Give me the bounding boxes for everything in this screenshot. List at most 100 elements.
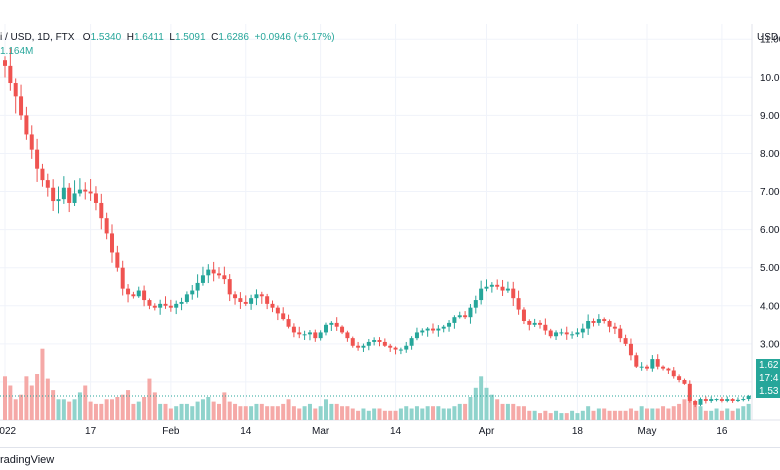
candle-body	[158, 303, 163, 308]
volume-bar	[115, 397, 120, 420]
volume-bar	[211, 401, 216, 420]
legend-close-label: C	[211, 32, 219, 43]
candle-body	[67, 187, 72, 203]
y-tick-label: 5.000	[760, 263, 780, 274]
candles	[3, 47, 751, 408]
volume-bar	[195, 401, 200, 420]
legend-high-label: H	[126, 32, 134, 43]
time-axis[interactable]: 2022 17 Feb 14 Mar 14 Apr 18 May 16	[0, 426, 728, 437]
candle-body	[211, 269, 216, 274]
volume-bar	[393, 410, 398, 420]
volume-bar	[607, 410, 612, 420]
candle-body	[612, 326, 617, 329]
candle-body	[479, 288, 484, 301]
volume-bar	[324, 399, 328, 420]
candle-body	[72, 193, 77, 203]
volume-bar	[500, 403, 505, 420]
volume-bar	[554, 410, 559, 420]
candle-body	[628, 343, 633, 356]
candle-body	[83, 189, 88, 192]
volume-bar	[77, 392, 82, 420]
candle-body	[404, 345, 409, 350]
candle-body	[618, 328, 623, 339]
candle-body	[564, 332, 569, 335]
volume-bar	[249, 406, 254, 420]
volume-bar	[313, 408, 318, 420]
volume-bar	[655, 408, 660, 420]
candle-body	[623, 338, 628, 344]
volume-bar	[163, 403, 168, 420]
volume-bar	[61, 399, 66, 420]
candle-body	[677, 376, 682, 381]
tradingview-brand[interactable]: radingView	[0, 454, 55, 466]
candle-body	[538, 322, 542, 325]
candle-body	[136, 290, 141, 297]
candle-body	[99, 202, 104, 219]
volume-bar	[83, 385, 88, 420]
candle-body	[495, 284, 500, 287]
volume-bar	[72, 399, 77, 420]
candle-body	[468, 307, 473, 318]
volume-bar	[184, 403, 189, 420]
volume-bar	[174, 406, 179, 420]
candle-body	[366, 341, 371, 346]
volume-bar	[645, 408, 649, 420]
x-tick-label: 18	[572, 426, 584, 437]
volume-bar	[548, 413, 553, 420]
volume-bar	[628, 408, 633, 420]
volume-bar	[104, 399, 109, 420]
candle-body	[104, 218, 109, 234]
volume-bar	[24, 376, 29, 420]
candle-body	[249, 298, 254, 304]
candle-body	[575, 332, 580, 335]
candle-body	[505, 288, 510, 291]
volume-bar	[377, 408, 382, 420]
volume-bar	[19, 394, 24, 420]
candle-body	[233, 294, 238, 299]
candle-body	[527, 321, 532, 325]
volume-bar	[489, 394, 494, 420]
volume-bar	[484, 387, 489, 420]
candle-body	[693, 400, 698, 405]
volume-bar	[452, 406, 457, 420]
candle-body	[639, 366, 644, 368]
candle-body	[190, 290, 195, 295]
volume-bar	[570, 410, 575, 420]
volume-bar	[222, 392, 227, 420]
volume-bar	[741, 406, 746, 420]
legend-volume: 1.164M	[0, 46, 34, 57]
candle-body	[741, 399, 746, 401]
price-axis[interactable]: 11.00 10.00 9.000 8.000 7.000 6.000 5.000 4.000…	[760, 35, 780, 389]
candle-body	[61, 187, 66, 200]
volume-bar	[682, 399, 687, 420]
volume-bars	[3, 348, 751, 420]
candle-body	[291, 326, 296, 333]
volume-bar	[45, 378, 50, 420]
volume-bar	[612, 410, 617, 420]
volume-bar	[238, 406, 243, 420]
candle-body	[93, 193, 98, 203]
volume-bar	[259, 403, 264, 420]
candle-body	[275, 307, 280, 314]
candle-body	[265, 296, 270, 304]
volume-bar	[318, 406, 323, 420]
countdown-tag: 17:4	[756, 372, 780, 385]
candle-body	[217, 273, 221, 276]
candle-body	[179, 301, 184, 304]
legend-symbol[interactable]: i / USD, 1D, FTX	[0, 32, 75, 43]
candle-body	[511, 288, 516, 299]
candle-body	[13, 83, 18, 97]
volume-bar	[136, 401, 141, 420]
price-chart[interactable]: 11.00 10.00 9.000 8.000 7.000 6.000 5.000 4.000…	[0, 0, 780, 447]
volume-bar	[703, 410, 708, 420]
candle-body	[532, 322, 537, 325]
candle-body	[222, 275, 227, 280]
candle-body	[40, 168, 45, 181]
volume-bar	[431, 406, 435, 420]
candle-body	[698, 399, 703, 405]
volume-bar	[730, 410, 735, 420]
candle-body	[463, 315, 468, 318]
volume-bar	[126, 390, 131, 420]
volume-bar	[618, 410, 623, 420]
candle-body	[543, 324, 548, 331]
